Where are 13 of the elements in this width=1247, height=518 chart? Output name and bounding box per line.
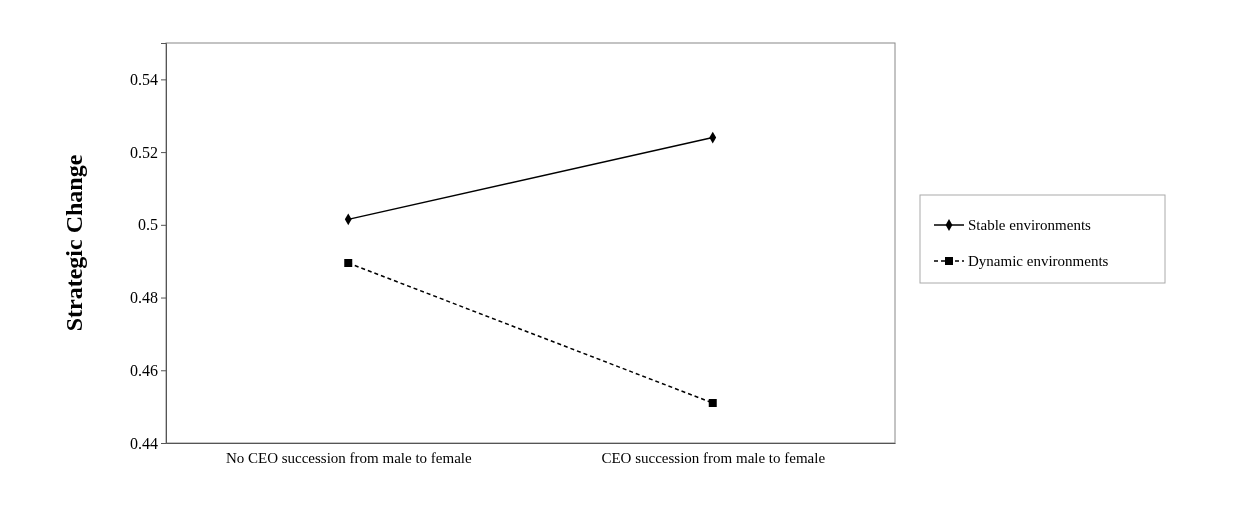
- legend-label: Dynamic environments: [968, 253, 1109, 269]
- point: [344, 259, 353, 267]
- legend-label: Stable environments: [968, 217, 1092, 233]
- y-tick-label: 0.48: [130, 289, 158, 307]
- x-tick-label: CEO succession from male to female: [601, 449, 826, 466]
- y-tick-label: 0.46: [130, 361, 158, 379]
- y-tick-label: 0.52: [130, 143, 158, 161]
- y-tick-label: 0.54: [130, 70, 158, 88]
- y-tick-label: 0.5: [138, 216, 158, 234]
- y-axis-title: Strategic Change: [61, 154, 87, 332]
- x-tick-label: No CEO succession from male to female: [225, 449, 472, 466]
- point: [708, 399, 717, 407]
- y-tick-label: 0.44: [130, 434, 158, 452]
